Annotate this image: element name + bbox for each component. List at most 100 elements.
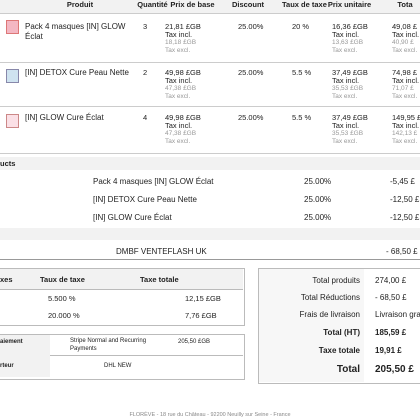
price-line: 71,07 £ [392,85,414,92]
price-line: Tax incl. [332,121,360,130]
section-band [0,228,420,240]
payment-method: Stripe Normal and Recurring Payments [70,338,147,352]
price-line: Tax excl. [332,47,358,54]
total-label: Total Réductions [300,293,360,302]
footer: FLORÈVE - 18 rue du Château - 92200 Neui… [129,412,291,418]
price-line: Tax excl. [165,47,191,54]
discount-name: [IN] GLOW Cure Éclat [93,213,172,222]
price-line: Tax incl. [392,121,420,130]
quantity: 2 [143,68,148,77]
rule [0,62,420,63]
discount-name: Pack 4 masques [IN] GLOW Éclat [93,177,214,186]
price-line: 49,98 £GB [165,113,201,122]
total-value: 185,59 £ [375,328,407,337]
column-header: Quantité [137,0,168,9]
tax-rate: 5.5 % [292,68,312,77]
pay-label-band [0,335,50,377]
price-line: 49,98 £GB [165,68,201,77]
pay-sep [0,355,243,356]
column-header: Tota [397,0,413,9]
price-line: Tax excl. [392,138,418,145]
price-line: Tax incl. [165,76,193,85]
total-label: Taxe totale [318,346,360,355]
rule [0,106,420,107]
price-line: 13,63 £GB [332,39,364,46]
thumb [6,69,19,83]
price-line: Tax incl. [332,30,360,39]
thumb [6,20,19,34]
carrier-label: rteur [0,363,14,369]
price-line: 142,13 £ [392,130,418,137]
price-line: Tax incl. [165,30,193,39]
tax-rate: 5.5 % [292,113,312,122]
price-line: Tax excl. [332,93,358,100]
total-value: 274,00 £ [375,276,407,285]
price-line: Tax incl. [392,30,420,39]
price-line: 74,98 £ [392,68,418,77]
tax-head [0,269,243,290]
total-label: Total [336,364,360,375]
pay-box [0,334,245,380]
discount-amount: -12,50 £ [390,213,420,222]
price-line: 40,90 £ [392,39,414,46]
section-title: ucts [0,159,16,168]
tax-rate: 20.000 % [48,311,80,320]
discount: 25.00% [238,68,264,77]
discount-rate: 25.00% [304,213,332,222]
discount: 25.00% [238,22,264,31]
product-name: [IN] GLOW Cure Éclat [25,113,104,122]
discount: 25.00% [238,113,264,122]
price-line: 35,53 £GB [332,130,364,137]
totals-label-band [259,269,364,382]
product-name: [IN] DETOX Cure Peau Nette [25,68,129,77]
price-line: 37,49 £GB [332,68,368,77]
thumb [6,114,19,128]
rule [0,259,420,260]
column-header: Produit [66,0,94,9]
price-line: 47,38 £GB [165,85,197,92]
total-label: Total produits [312,276,360,285]
column-header: Taux de taxe [282,0,327,9]
tax-rate: 5.500 % [48,294,76,303]
discount-rate: 25.00% [304,195,332,204]
header-band [0,0,420,14]
tax-box [0,268,245,326]
tax-header: Taux de taxe [40,275,85,284]
tax-rate: 20 % [292,22,310,31]
total-label: Frais de livraison [299,310,360,319]
quantity: 3 [143,22,148,31]
price-line: Tax excl. [332,138,358,145]
product-name: Pack 4 masques [IN] GLOW Éclat [25,22,126,41]
tax-total: 7,76 £GB [185,311,217,320]
total-label: Total (HT) [323,328,360,337]
price-line: Tax excl. [165,138,191,145]
payment-label: aiement [0,339,23,345]
price-line: Tax excl. [165,93,191,100]
column-header: Discount [231,0,265,9]
price-line: 18,18 £GB [165,39,197,46]
price-line: Tax incl. [165,121,193,130]
payment-amount: 205,50 £GB [178,339,211,345]
rule [0,153,420,154]
discount-name: [IN] DETOX Cure Peau Nette [93,195,197,204]
tax-header: xes [0,275,13,284]
price-line: 16,36 £GB [332,22,368,31]
total-value: 205,50 £ [375,364,414,375]
tax-total: 12,15 £GB [185,294,221,303]
price-line: 149,95 £ [392,113,420,122]
voucher-name: DMBF VENTEFLASH UK [116,247,207,256]
total-value: 19,91 £ [375,346,402,355]
price-line: 49,08 £ [392,22,418,31]
discount-rate: 25.00% [304,177,332,186]
tax-header: Taxe totale [140,275,179,284]
voucher-amount: - 68,50 £ [386,247,418,256]
price-line: Tax incl. [392,76,420,85]
price-line: 35,53 £GB [332,85,364,92]
discount-amount: -12,50 £ [390,195,420,204]
column-header: Prix de base [170,0,215,9]
total-value: Livraison gratu [375,310,420,319]
price-line: 37,49 £GB [332,113,368,122]
price-line: 47,38 £GB [165,130,197,137]
section-band [0,157,420,170]
